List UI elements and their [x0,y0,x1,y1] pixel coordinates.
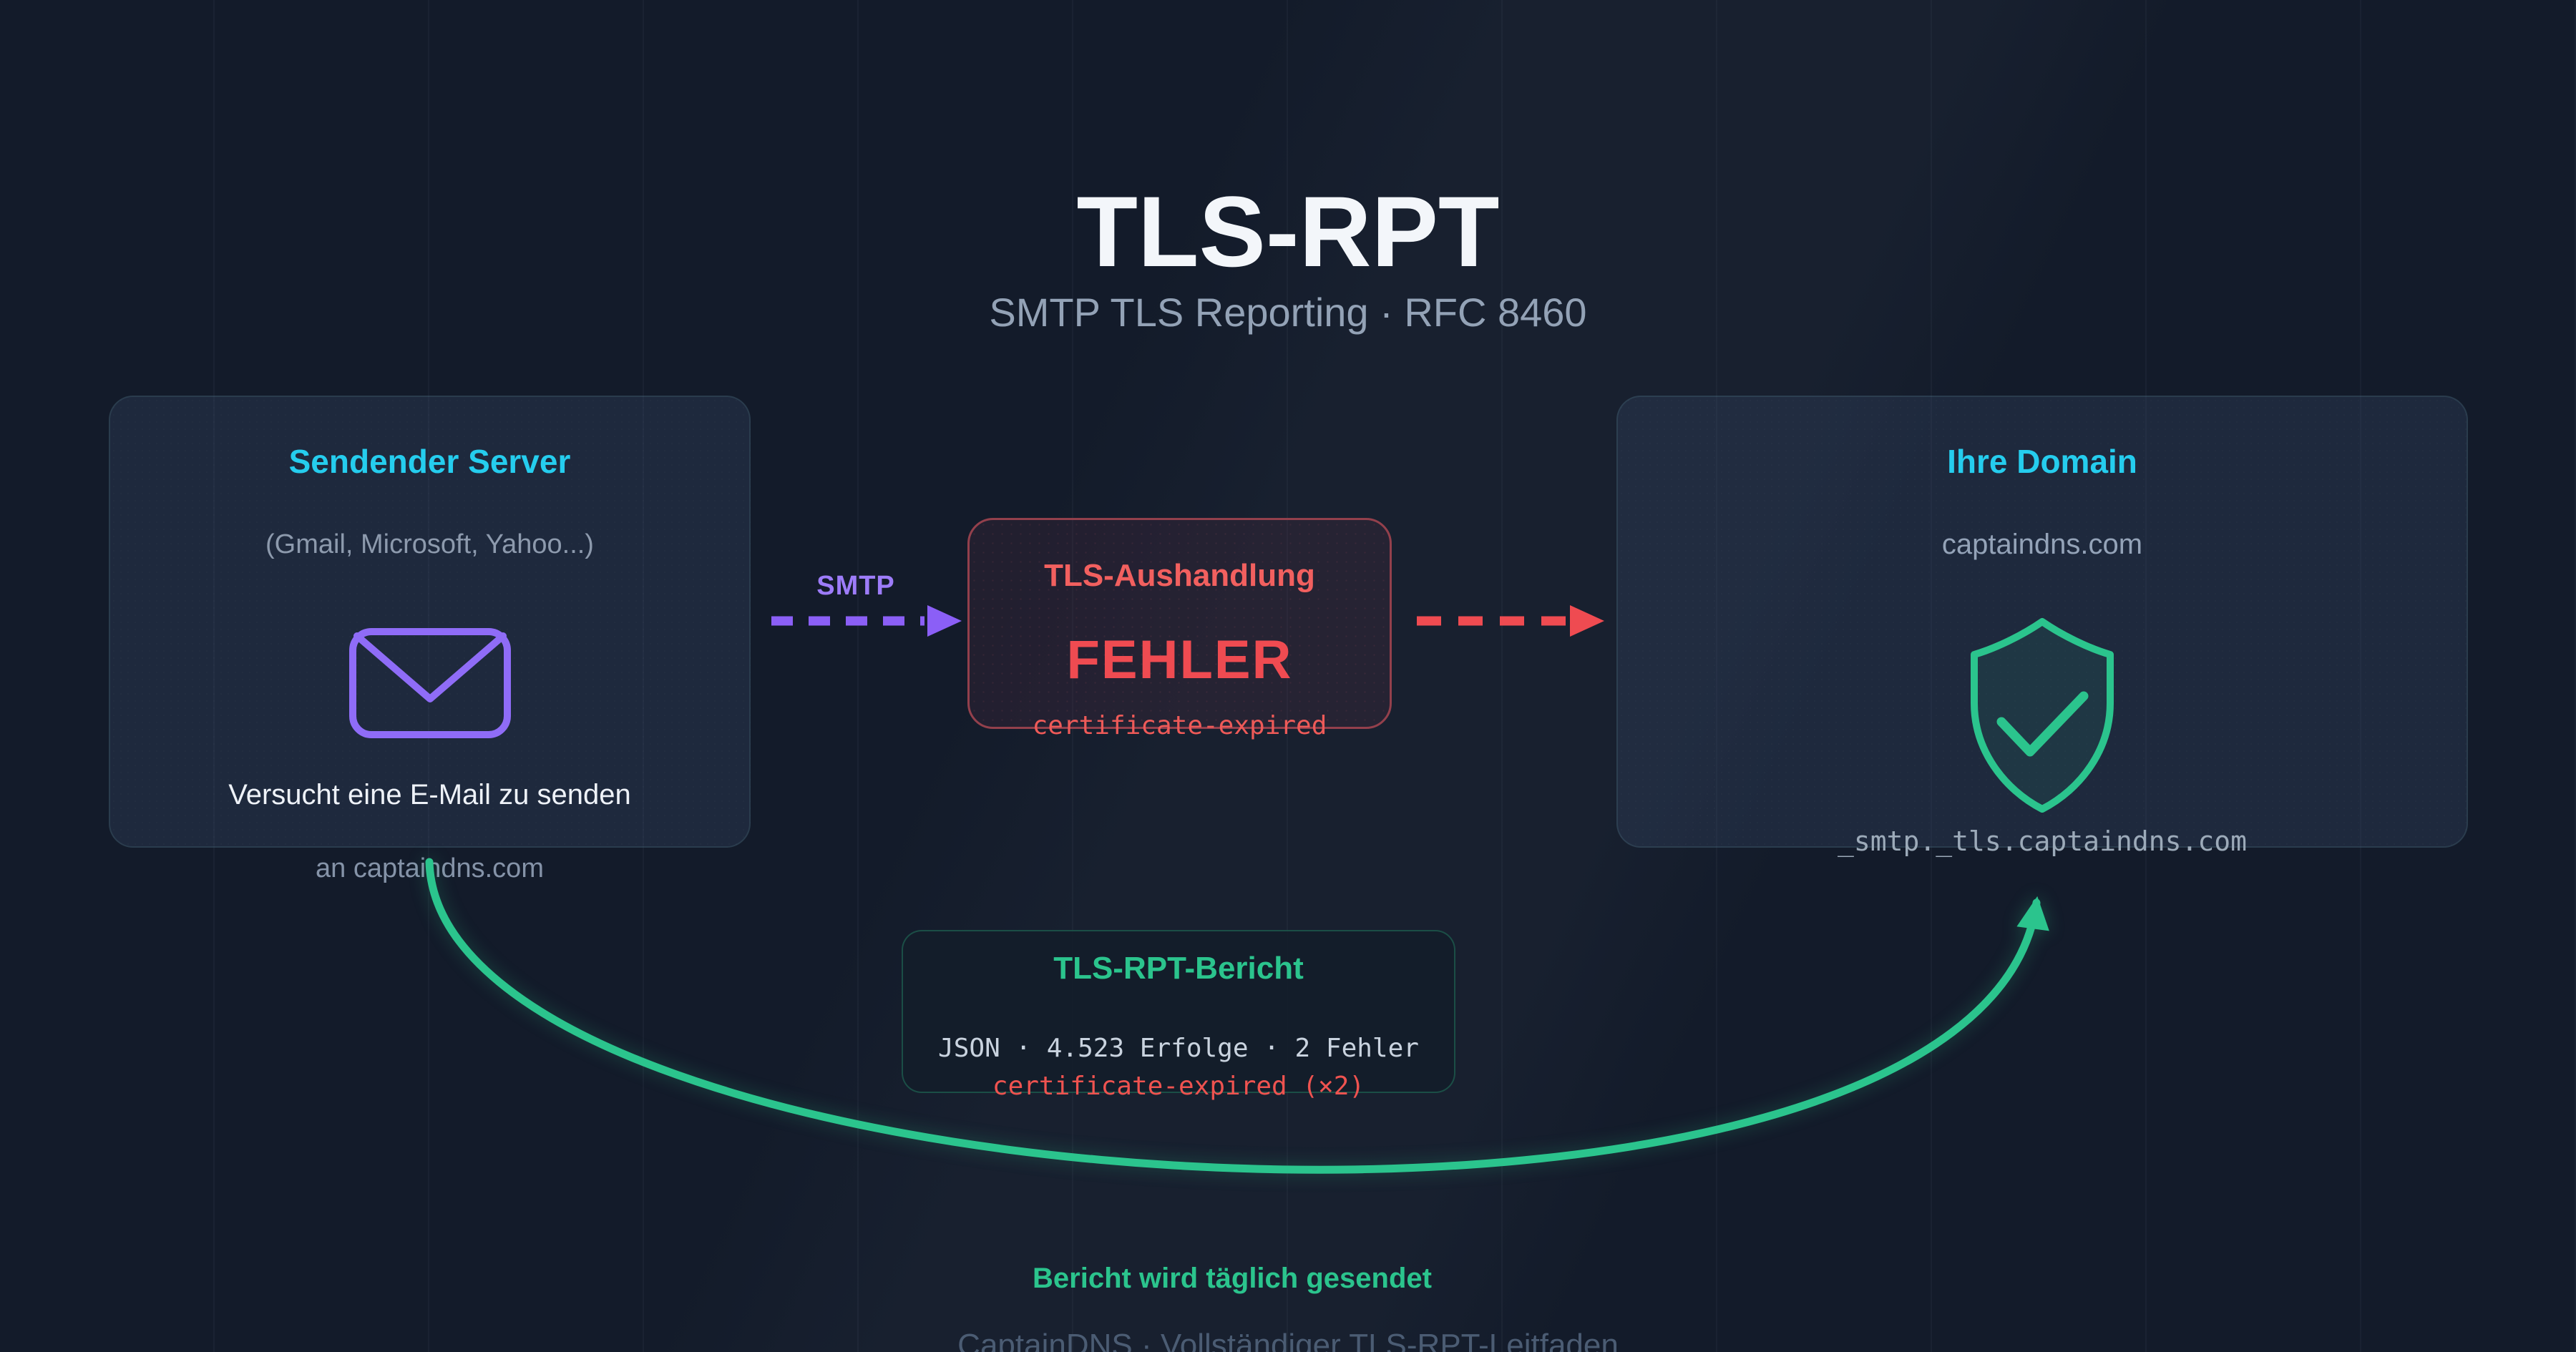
shield-check-icon [1963,617,2122,814]
failure-dashed-arrow-icon [1417,605,1604,637]
smtp-arrow-label: SMTP [816,571,895,601]
footer-credit: CaptainDNS · Vollständiger TLS-RPT-Leitf… [957,1328,1619,1352]
domain-card-title: Ihre Domain [1947,443,2137,480]
report-card-summary: JSON · 4.523 Erfolge · 2 Fehler [938,1034,1419,1063]
daily-send-note: Bericht wird täglich gesendet [1033,1263,1432,1294]
report-card-failure-detail: certificate-expired (×2) [992,1072,1365,1101]
sender-card-target: an captaindns.com [316,853,544,884]
report-card-title: TLS-RPT-Bericht [1053,951,1304,986]
your-domain-card: Ihre Domain captaindns.com _smtp._tls.ca… [1616,396,2468,857]
sender-card-title: Sendender Server [288,443,571,480]
smtp-dashed-arrow-icon [771,605,962,637]
error-box-status: FEHLER [1066,630,1293,690]
sender-card-action: Versucht eine E-Mail zu senden [228,779,631,811]
domain-card-domain: captaindns.com [1941,529,2143,561]
mail-icon [348,627,512,739]
page-title: TLS-RPT [1076,175,1500,288]
sender-card-providers: (Gmail, Microsoft, Yahoo...) [265,529,594,560]
tls-error-box: TLS-Aushandlung FEHLER certificate-expir… [967,518,1392,740]
error-box-title: TLS-Aushandlung [1044,558,1315,593]
error-box-code: certificate-expired [1032,711,1327,740]
sender-server-card: Sendender Server (Gmail, Microsoft, Yaho… [109,396,751,883]
page-subtitle: SMTP TLS Reporting · RFC 8460 [989,290,1587,335]
domain-card-dns-record: _smtp._tls.captaindns.com [1838,826,2247,858]
tls-rpt-report-card: TLS-RPT-Bericht JSON · 4.523 Erfolge · 2… [902,930,1455,1101]
